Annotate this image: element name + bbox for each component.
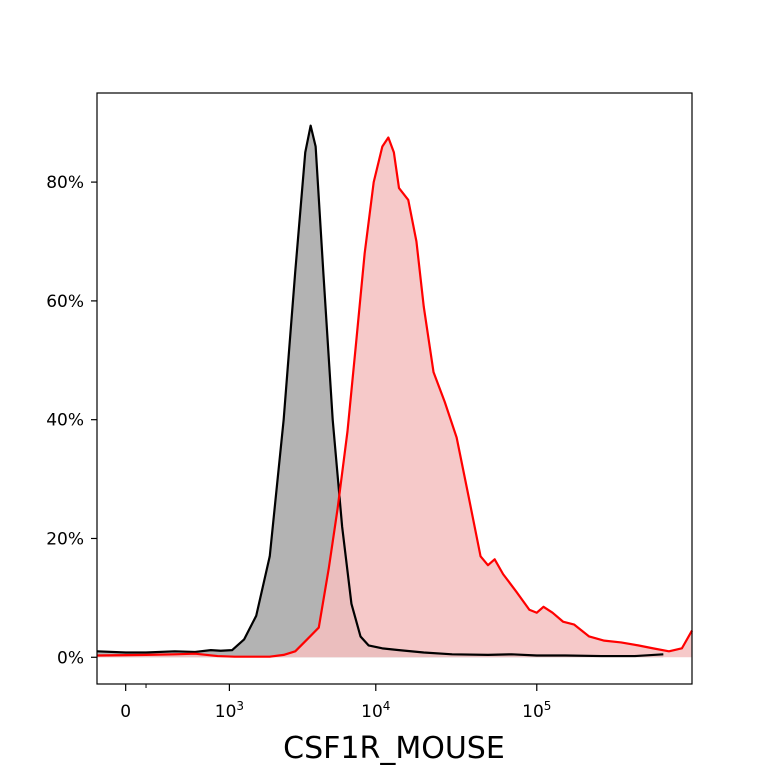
y-tick-label: 20% bbox=[46, 529, 84, 549]
y-tick-label: 0% bbox=[57, 648, 84, 668]
y-tick-label: 40% bbox=[46, 411, 84, 431]
series-1-line bbox=[96, 124, 664, 658]
x-axis-ticks: 0 103 104 105 bbox=[120, 684, 551, 722]
x-tick-label: 105 bbox=[522, 699, 551, 722]
x-axis-label: CSF1R_MOUSE bbox=[283, 731, 505, 766]
y-tick-label: 80% bbox=[46, 173, 84, 193]
x-tick-label: 0 bbox=[120, 702, 131, 722]
x-tick-label: 103 bbox=[215, 699, 244, 722]
series-2-line bbox=[96, 136, 693, 658]
series-layer bbox=[96, 124, 693, 658]
y-axis-ticks: 0% 20% 40% 60% 80% bbox=[46, 173, 97, 668]
x-tick-label: 104 bbox=[361, 699, 390, 722]
plot-frame bbox=[96, 92, 693, 685]
series-2-area bbox=[97, 137, 692, 658]
y-tick-label: 60% bbox=[46, 292, 84, 312]
